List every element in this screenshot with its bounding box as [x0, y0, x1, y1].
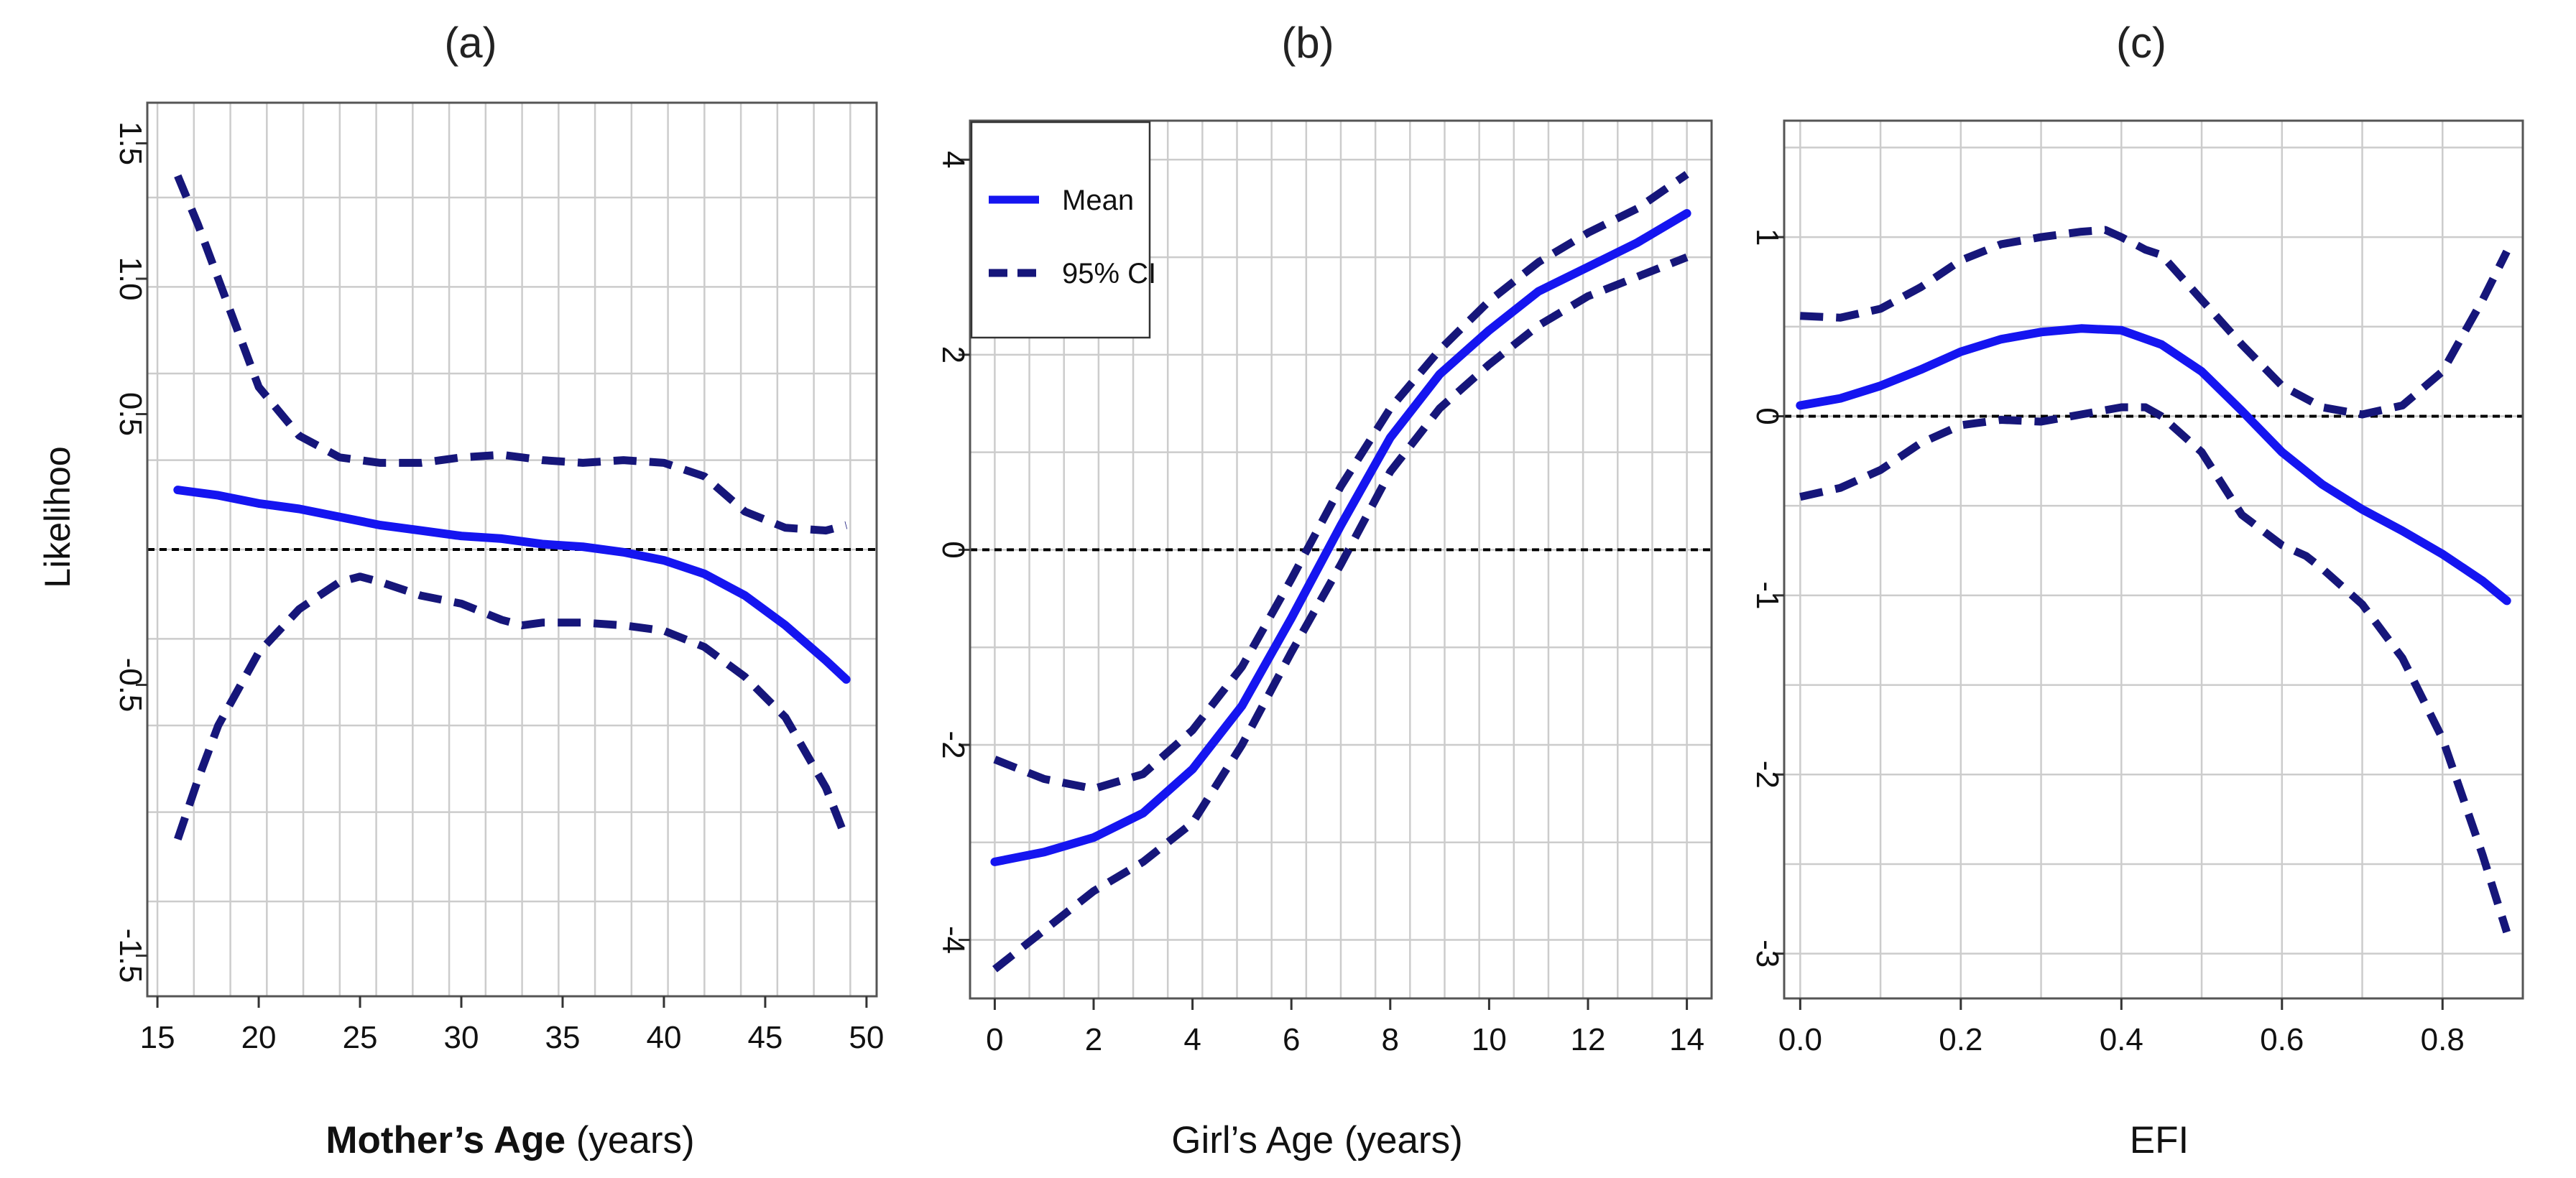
panel-b-ticks: 0 2 4 6 8 10 12 14 -4 -2 0 2 4 [936, 151, 1704, 1057]
panel-b-series-upper [993, 171, 1689, 793]
panel-c-xtick-label-2: 0.4 [2100, 1022, 2143, 1057]
panel-a-ytick-label-3: 1.0 [113, 256, 148, 300]
panel-a-xtick-label-2: 25 [343, 1020, 378, 1055]
panel-c-ytick-label-1: -2 [1750, 761, 1785, 789]
panel-a-xtick-label-5: 40 [646, 1020, 681, 1055]
panel-b-ytick-label-0: -4 [936, 926, 971, 954]
panel-c-series-upper [1800, 226, 2511, 419]
panel-c-ticks: 0.0 0.2 0.4 0.6 0.8 -3 -2 -1 0 1 [1750, 228, 2465, 1057]
panel-c-xtick-label-3: 0.6 [2260, 1022, 2304, 1057]
panel-c-ytick-label-0: -3 [1750, 940, 1785, 968]
panel-b-series [990, 171, 1691, 973]
panel-a-ticks: 15 20 25 30 35 40 45 50 -1.5 -0.5 0.5 1.0 1.5 [113, 121, 884, 1055]
panel-c-frame [1783, 119, 2524, 1000]
panel-b-series-mean [990, 209, 1691, 866]
panel-a-x-label: Mother’s Age (years) [326, 1119, 694, 1161]
panel-c-ytick-label-4: 1 [1750, 228, 1785, 246]
legend-box [970, 121, 1151, 339]
panel-a-series-mean [173, 486, 851, 684]
panel-c-x-label: EFI [2130, 1119, 2189, 1161]
panel-b-series-lower [992, 253, 1689, 973]
panel-a-frame [146, 101, 878, 998]
panel-a-xtick-label-0: 15 [140, 1020, 175, 1055]
panel-a-series-upper [174, 174, 848, 535]
panel-a-xtick-label-7: 50 [849, 1020, 884, 1055]
panel-a-ytick-label-0: -1.5 [113, 929, 148, 983]
panel-a-y-label: Likelihoo [37, 446, 78, 588]
panel-c-xtick-label-0: 0.0 [1778, 1022, 1822, 1057]
panel-c-series-mean [1796, 324, 2511, 606]
panel-a-ytick-label-2: 0.5 [113, 392, 148, 436]
panel-b-xtick-label-7: 14 [1669, 1022, 1704, 1057]
panel-c-xtick-label-4: 0.8 [2421, 1022, 2465, 1057]
legend-mean-label: Mean [1062, 185, 1134, 216]
panel-b-ytick-label-2: 0 [936, 541, 971, 558]
panel-b-xtick-label-6: 12 [1571, 1022, 1606, 1057]
panel-c-xtick-label-1: 0.2 [1939, 1022, 1982, 1057]
panel-a-xtick-label-1: 20 [241, 1020, 277, 1055]
panel-a-x-label-bold: Mother’s Age [326, 1119, 565, 1161]
panel-b: 0 2 4 6 8 10 12 14 -4 -2 0 2 4 (b) Girl’s Age (years… [936, 19, 1713, 1161]
panel-b-ytick-label-3: 2 [936, 346, 971, 363]
panel-a-series-lower [174, 572, 850, 841]
panel-b-frame [969, 119, 1713, 1000]
panel-c-ytick-label-2: -1 [1750, 581, 1785, 609]
panel-c-title: (c) [2116, 19, 2166, 67]
panel-c-series-lower [1799, 403, 2511, 934]
panel-c: 0.0 0.2 0.4 0.6 0.8 -3 -2 -1 0 1 (c) EFI [1750, 19, 2524, 1161]
panel-c-series [1796, 226, 2511, 934]
panel-b-xtick-label-3: 6 [1283, 1022, 1300, 1057]
panel-a: 15 20 25 30 35 40 45 50 -1.5 -0.5 0.5 1.0 1.5 (a) Mo… [37, 19, 884, 1161]
legend: Mean 95% CI [970, 121, 1156, 339]
panel-c-ytick-label-3: 0 [1750, 407, 1785, 425]
panel-a-series [173, 174, 851, 841]
panel-b-x-label: Girl’s Age (years) [1171, 1119, 1462, 1161]
panel-b-title: (b) [1281, 19, 1334, 67]
panel-a-ytick-label-4: 1.5 [113, 121, 148, 165]
panel-b-ytick-label-4: 4 [936, 151, 971, 168]
panel-a-ytick-label-1: -0.5 [113, 658, 148, 713]
panel-a-xtick-label-6: 45 [747, 1020, 783, 1055]
panel-b-xtick-label-0: 0 [986, 1022, 1003, 1057]
panel-b-xtick-label-2: 4 [1183, 1022, 1201, 1057]
panel-a-xtick-label-4: 35 [545, 1020, 581, 1055]
panel-a-title: (a) [444, 19, 497, 67]
panel-b-xtick-label-1: 2 [1085, 1022, 1102, 1057]
panel-a-x-label-rest: (years) [565, 1119, 695, 1161]
panel-b-ytick-label-1: -2 [936, 731, 971, 759]
panel-b-xtick-label-5: 10 [1472, 1022, 1507, 1057]
panel-a-xtick-label-3: 30 [444, 1020, 479, 1055]
legend-ci-label: 95% CI [1062, 258, 1156, 289]
panel-b-xtick-label-4: 8 [1382, 1022, 1399, 1057]
